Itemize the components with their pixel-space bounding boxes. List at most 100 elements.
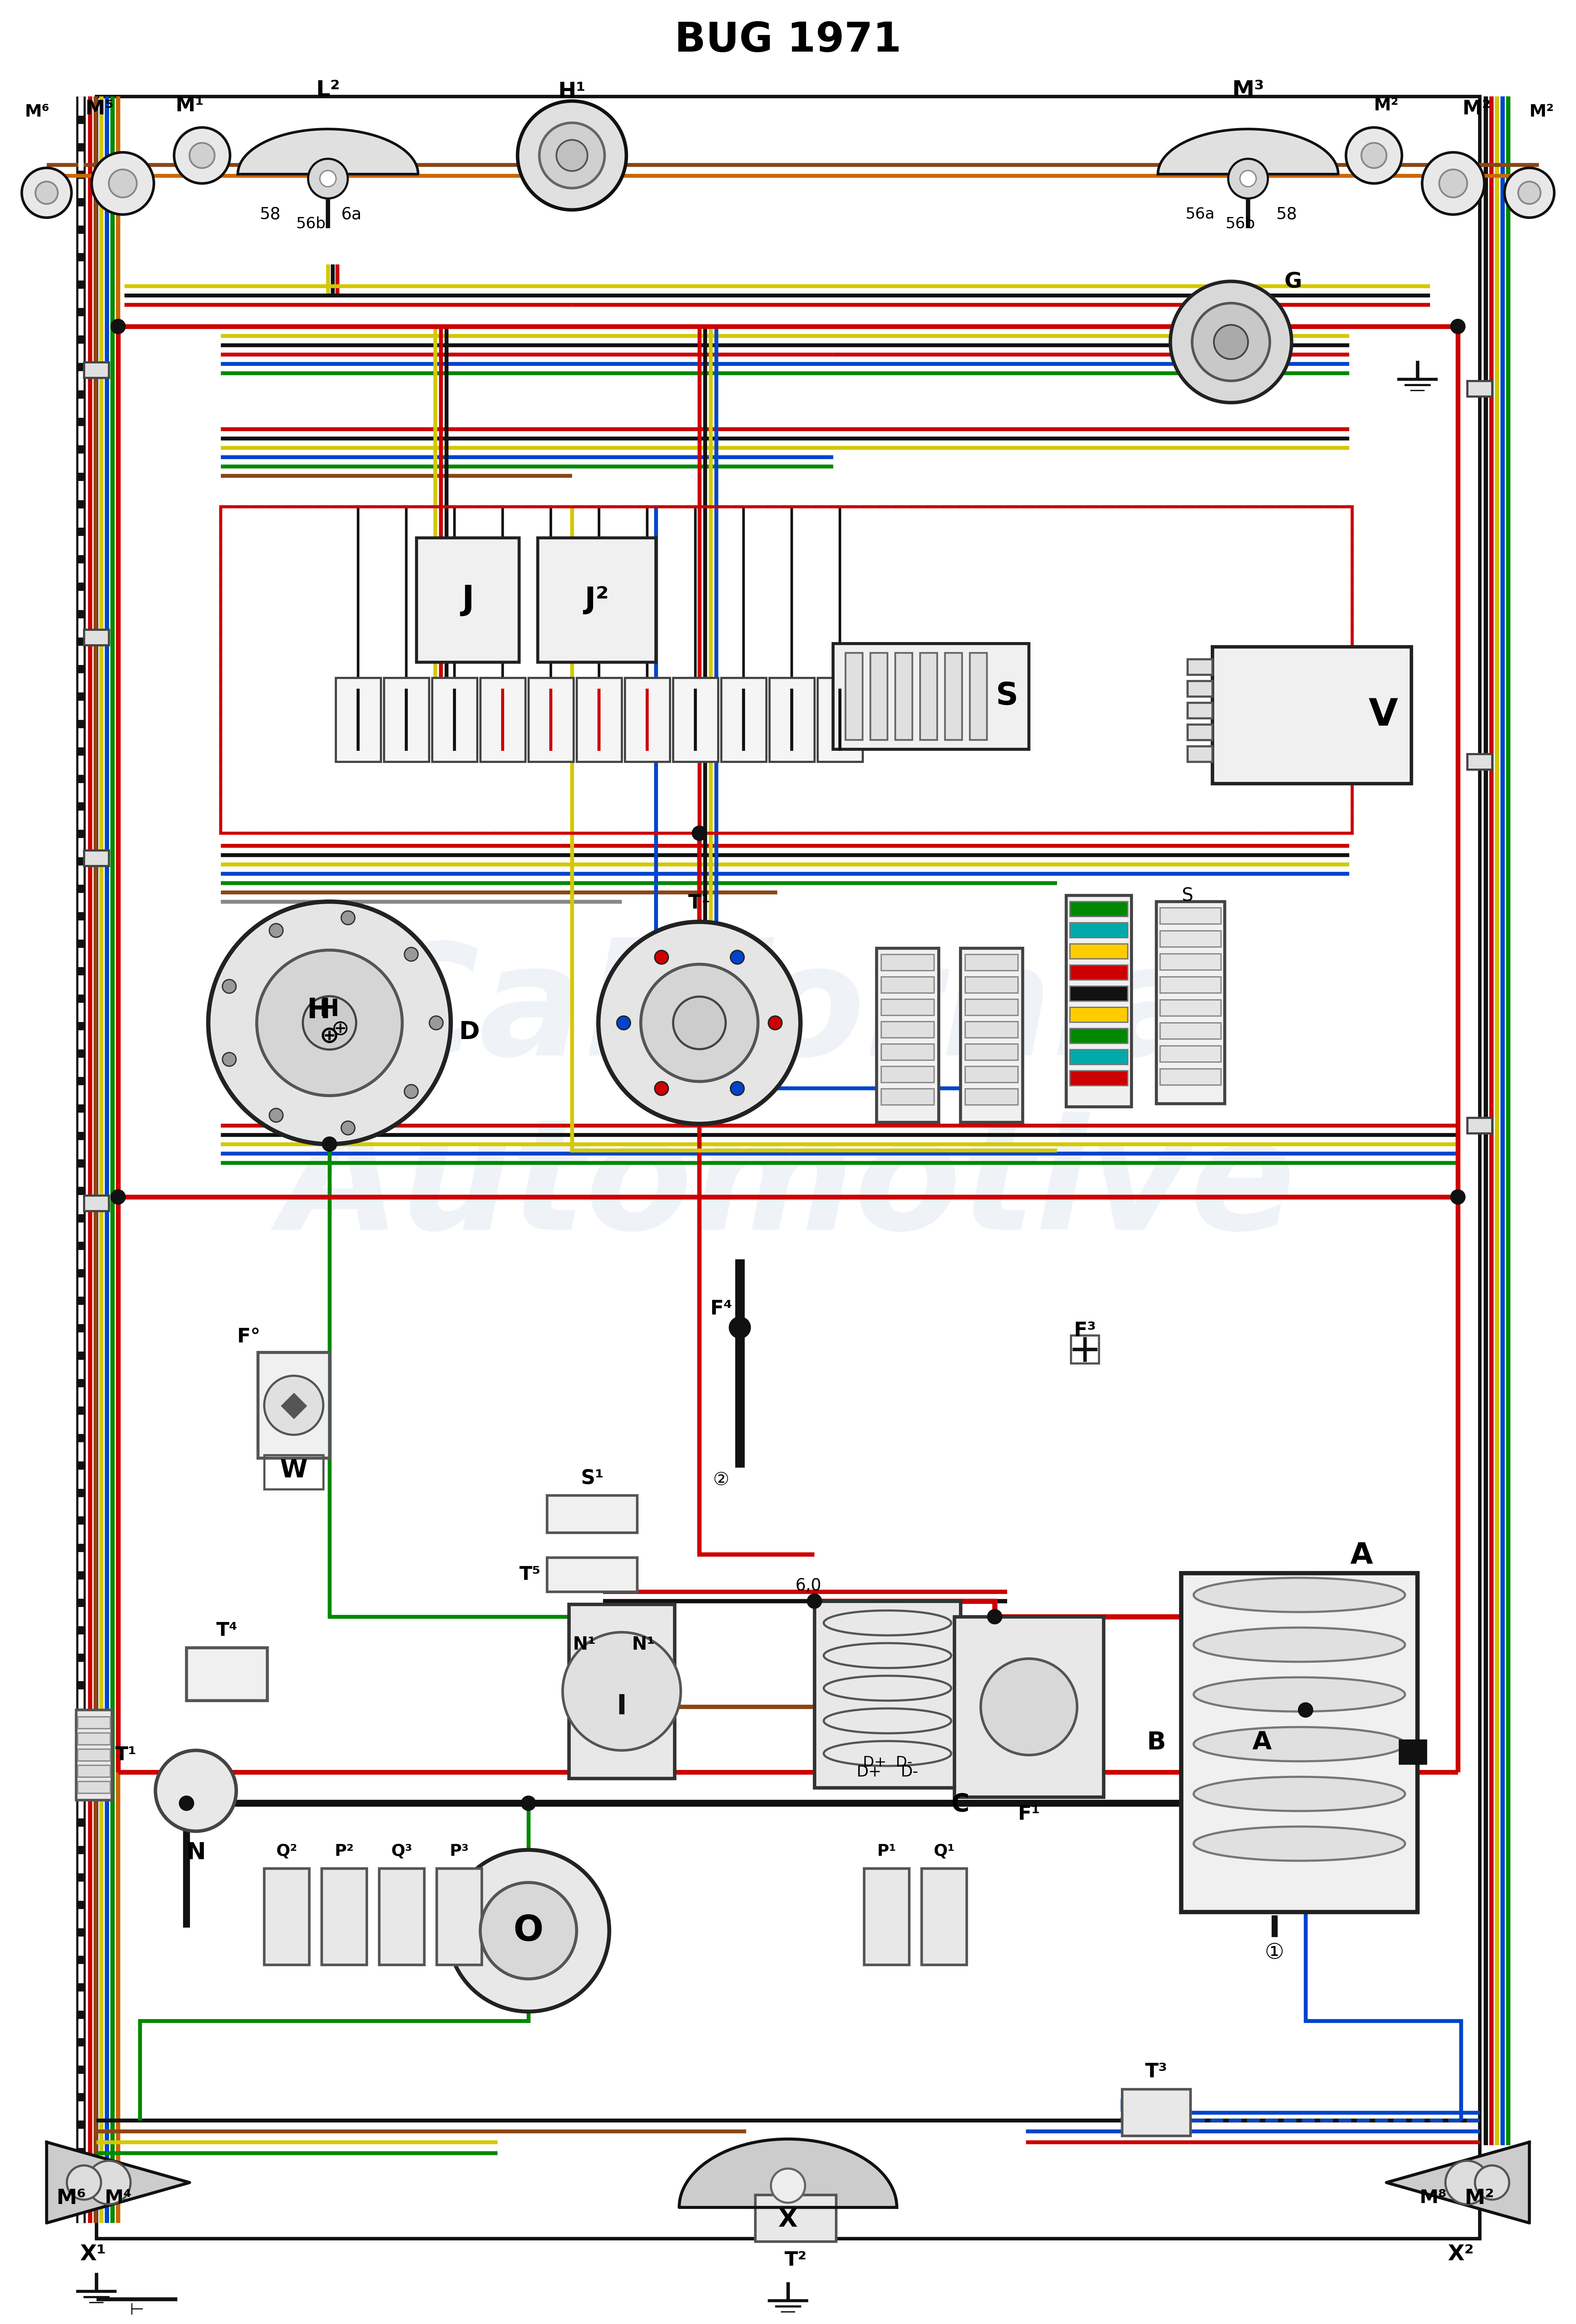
Bar bbox=[258, 1353, 329, 1457]
Polygon shape bbox=[679, 2138, 897, 2208]
Text: D+  D-: D+ D- bbox=[862, 1757, 913, 1771]
Bar bbox=[1399, 1738, 1426, 1764]
Text: A: A bbox=[1351, 1541, 1373, 1571]
Ellipse shape bbox=[1193, 1727, 1406, 1762]
Circle shape bbox=[269, 923, 284, 937]
Circle shape bbox=[1191, 302, 1270, 381]
Circle shape bbox=[87, 2161, 131, 2203]
Circle shape bbox=[269, 1109, 284, 1122]
Text: H¹: H¹ bbox=[558, 81, 586, 102]
Bar bbox=[84, 851, 109, 867]
Bar bbox=[881, 1023, 935, 1039]
Circle shape bbox=[481, 1882, 577, 1980]
Bar bbox=[1187, 660, 1212, 674]
Bar bbox=[864, 1868, 909, 1964]
Circle shape bbox=[309, 158, 348, 198]
Text: 56b: 56b bbox=[1226, 216, 1254, 232]
Text: T²: T² bbox=[785, 2250, 807, 2271]
Text: P²: P² bbox=[334, 1843, 353, 1859]
Text: X: X bbox=[779, 2208, 797, 2231]
Bar bbox=[1187, 681, 1212, 697]
Circle shape bbox=[730, 1081, 744, 1095]
Bar bbox=[881, 1043, 935, 1060]
Bar bbox=[437, 1868, 482, 1964]
Bar bbox=[969, 653, 987, 739]
Circle shape bbox=[769, 1016, 782, 1030]
Bar bbox=[1070, 964, 1128, 981]
Circle shape bbox=[340, 1120, 355, 1134]
Circle shape bbox=[522, 1796, 536, 1810]
Bar bbox=[385, 679, 429, 762]
Bar bbox=[77, 1717, 110, 1729]
Circle shape bbox=[156, 1750, 236, 1831]
Text: M⁵: M⁵ bbox=[85, 100, 113, 119]
Bar bbox=[84, 1195, 109, 1211]
Bar bbox=[965, 999, 1018, 1016]
Text: N: N bbox=[186, 1841, 205, 1864]
Bar bbox=[965, 1023, 1018, 1039]
Bar bbox=[1467, 381, 1492, 397]
Circle shape bbox=[1422, 153, 1485, 214]
Bar bbox=[77, 1734, 110, 1745]
Text: California
Automotive: California Automotive bbox=[281, 937, 1295, 1262]
Bar bbox=[1187, 746, 1212, 762]
Bar bbox=[1157, 902, 1225, 1104]
Bar bbox=[265, 1455, 323, 1490]
Circle shape bbox=[340, 911, 355, 925]
Text: V: V bbox=[1368, 697, 1398, 734]
Text: Q²: Q² bbox=[276, 1843, 298, 1859]
Bar bbox=[881, 976, 935, 992]
Bar bbox=[624, 679, 670, 762]
Bar bbox=[1070, 902, 1128, 916]
Text: M²: M² bbox=[1374, 98, 1399, 114]
Polygon shape bbox=[238, 130, 418, 174]
Text: M²: M² bbox=[1463, 100, 1491, 119]
Bar bbox=[1070, 1050, 1128, 1064]
Circle shape bbox=[208, 902, 451, 1143]
Bar bbox=[965, 955, 1018, 971]
Text: F°: F° bbox=[236, 1327, 260, 1346]
Circle shape bbox=[110, 1190, 126, 1204]
Circle shape bbox=[405, 1085, 418, 1099]
Bar bbox=[1070, 1071, 1128, 1085]
Circle shape bbox=[654, 1081, 668, 1095]
Circle shape bbox=[1475, 2166, 1510, 2199]
Circle shape bbox=[320, 170, 336, 186]
Bar bbox=[547, 1557, 637, 1592]
Circle shape bbox=[771, 2168, 805, 2203]
Bar bbox=[77, 1750, 110, 1762]
Bar bbox=[1067, 895, 1132, 1106]
Text: ⊕: ⊕ bbox=[331, 1018, 350, 1039]
Circle shape bbox=[616, 1016, 630, 1030]
Bar bbox=[881, 1067, 935, 1083]
Bar bbox=[1467, 1118, 1492, 1134]
Circle shape bbox=[1450, 318, 1466, 335]
Bar bbox=[1160, 1046, 1221, 1062]
Bar bbox=[1070, 1006, 1128, 1023]
Circle shape bbox=[109, 170, 137, 198]
Bar bbox=[1160, 932, 1221, 946]
Text: X²: X² bbox=[1448, 2243, 1474, 2264]
Text: M³: M³ bbox=[1232, 79, 1264, 100]
Circle shape bbox=[654, 951, 668, 964]
Text: A: A bbox=[1253, 1731, 1272, 1755]
Bar bbox=[432, 679, 478, 762]
Ellipse shape bbox=[1193, 1627, 1406, 1662]
Bar bbox=[1070, 1030, 1128, 1043]
Bar bbox=[965, 1088, 1018, 1104]
Circle shape bbox=[429, 1016, 443, 1030]
Circle shape bbox=[980, 1659, 1076, 1755]
Text: ①: ① bbox=[1266, 1943, 1284, 1964]
Bar bbox=[965, 1067, 1018, 1083]
Bar bbox=[1070, 944, 1128, 960]
Text: 56b: 56b bbox=[296, 216, 326, 232]
Bar bbox=[1070, 923, 1128, 937]
Circle shape bbox=[563, 1631, 681, 1750]
Circle shape bbox=[517, 100, 626, 209]
Text: BUG 1971: BUG 1971 bbox=[675, 21, 901, 60]
Bar bbox=[322, 1868, 367, 1964]
Text: 6a: 6a bbox=[340, 207, 361, 223]
Circle shape bbox=[692, 825, 708, 841]
Polygon shape bbox=[1387, 2143, 1529, 2224]
Circle shape bbox=[303, 997, 356, 1050]
